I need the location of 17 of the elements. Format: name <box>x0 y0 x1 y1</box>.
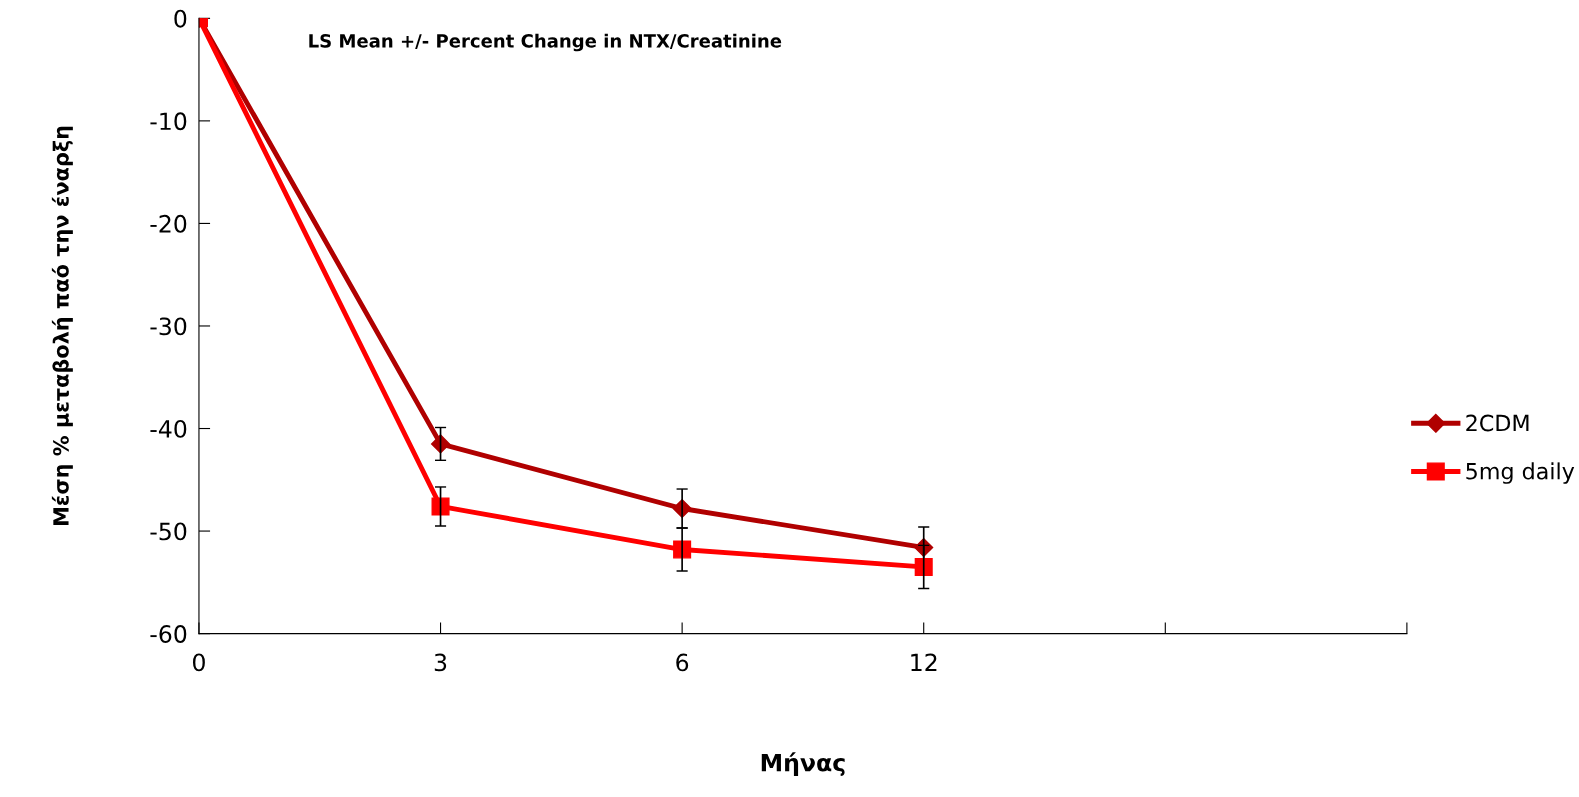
x-tick-label: 0 <box>193 653 205 672</box>
y-tick-label: -10 <box>150 112 187 131</box>
y-axis-title: Μέση % μεταβολή παό την έναρξη <box>51 126 73 525</box>
y-tick-label: -40 <box>150 419 187 438</box>
y-tick-label: -20 <box>150 214 187 233</box>
point <box>431 497 450 516</box>
x-axis-title: Μήνας <box>761 752 845 777</box>
y-tick-label: -60 <box>150 625 187 643</box>
x-tick-label: 12 <box>911 653 937 671</box>
y-tick-label: -30 <box>150 317 187 336</box>
y-tick-label: 0 <box>174 9 187 28</box>
y-tick-label: -50 <box>150 522 187 541</box>
annotation: LS Mean +/- Percent Change in NTX/Creatinine <box>309 33 782 52</box>
x-tick-label: 3 <box>434 653 447 672</box>
x-tick-label: 6 <box>676 653 689 672</box>
legend-label: 5mg daily <box>1466 462 1575 484</box>
legend-label: 2CDM <box>1466 414 1529 432</box>
